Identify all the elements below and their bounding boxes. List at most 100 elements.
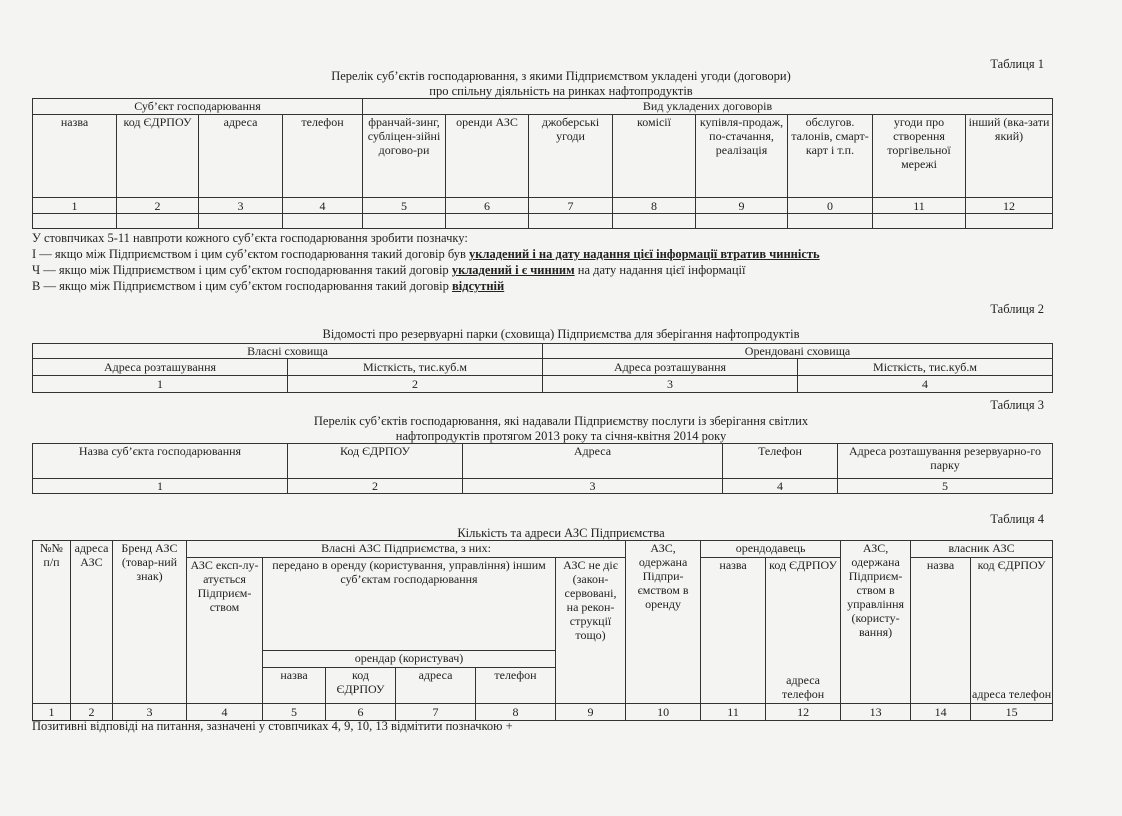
note-ch: Ч — якщо між Підприємством і цим суб’єкт… xyxy=(32,262,746,278)
column-number: 3 xyxy=(462,478,723,494)
column-header: угоди про створення торгівельної мережі xyxy=(872,114,967,198)
empty-cell xyxy=(695,213,789,229)
table3-label: Таблиця 3 xyxy=(990,398,1044,412)
column-number: 8 xyxy=(612,197,697,214)
note-i-bold: укладений і на дату надання цієї інформа… xyxy=(469,247,820,261)
column-number: 11 xyxy=(872,197,967,214)
note-ch-text: Ч — якщо між Підприємством і цим суб’єкт… xyxy=(32,263,452,277)
column-number: 13 xyxy=(840,703,912,721)
column-header: Адреса xyxy=(462,443,723,479)
column-number: 3 xyxy=(198,197,283,214)
table1-label: Таблиця 1 xyxy=(990,57,1044,71)
table3: Назва суб’єкта господарювання Код ЄДРПОУ А… xyxy=(32,443,1053,494)
column-number: 11 xyxy=(700,703,767,721)
table3-title-line1: Перелік суб’єктів господарювання, які на… xyxy=(313,414,809,428)
table4-footnote: Позитивні відповіді на питання, зазначен… xyxy=(32,719,513,733)
group-own-storage: Власні сховища xyxy=(31,343,544,359)
note-v-text: В — якщо між Підприємством і цим суб’єкт… xyxy=(32,279,453,293)
column-number: 6 xyxy=(325,703,396,721)
table2-label: Таблиця 2 xyxy=(990,302,1044,316)
col-managed: АЗС, одержана Підприєм-ством в управлінн… xyxy=(840,540,912,704)
col-owner-code: код ЄДРПОУ адреса телефон xyxy=(970,557,1054,704)
column-number: 4 xyxy=(722,478,838,494)
empty-cell xyxy=(965,213,1054,229)
column-header: адреса xyxy=(395,667,476,704)
column-number: 7 xyxy=(528,197,614,214)
column-header: Адреса розташування xyxy=(542,358,799,376)
column-number: 9 xyxy=(554,703,627,721)
column-number: 4 xyxy=(797,375,1054,393)
column-header: інший (вка-зати який) xyxy=(965,114,1054,198)
empty-cell xyxy=(32,213,117,229)
col-operated: АЗС експ-лу-атується Підприєм-ством xyxy=(186,557,263,704)
column-header: Адреса розташування xyxy=(32,358,288,376)
column-header: Назва суб’єкта господарювання xyxy=(32,443,288,479)
column-header: код ЄДРПОУ xyxy=(116,114,199,198)
col-inactive: АЗС не діє (закон-сервовані, на рекон-ст… xyxy=(554,557,627,704)
col-number: №№ п/п xyxy=(32,540,71,704)
empty-cell xyxy=(198,213,283,229)
table2-title: Відомості про резервуарні парки (сховища… xyxy=(322,327,800,341)
empty-cell xyxy=(445,213,530,229)
lessor-code-label: код ЄДРПОУ xyxy=(769,558,838,572)
column-number: 3 xyxy=(542,375,799,393)
column-number: 7 xyxy=(395,703,476,721)
group-owner: власник АЗС xyxy=(910,540,1054,558)
column-number: 5 xyxy=(262,703,326,721)
table4-label: Таблиця 4 xyxy=(990,512,1044,526)
table1-title-line2: про спільну діяльність на ринках нафтопр… xyxy=(429,84,693,98)
owner-address-label: адреса телефон xyxy=(972,687,1052,701)
table4-title: Кількість та адреси АЗС Підприємства xyxy=(457,526,665,540)
column-number: 1 xyxy=(32,703,71,721)
column-number: 0 xyxy=(787,197,874,214)
column-header: джоберські угоди xyxy=(528,114,614,198)
empty-cell xyxy=(116,213,199,229)
column-number: 9 xyxy=(695,197,789,214)
column-header: назва xyxy=(32,114,117,198)
column-number: 6 xyxy=(445,197,530,214)
col-lessor-code: код ЄДРПОУ адреса телефон xyxy=(765,557,842,704)
column-number: 14 xyxy=(910,703,972,721)
column-header: купівля-продаж, по-стачання, реалізація xyxy=(695,114,789,198)
column-header: телефон xyxy=(281,114,364,198)
table1-title-line1: Перелік суб’єктів господарювання, з яким… xyxy=(331,69,791,83)
column-header: Місткість, тис.куб.м xyxy=(286,358,544,376)
note-v: В — якщо між Підприємством і цим суб’єкт… xyxy=(32,278,504,294)
column-header: Адреса розташування резервуарно-го парку xyxy=(837,443,1053,479)
note-i-text: І — якщо між Підприємством і цим суб’єкт… xyxy=(32,247,470,261)
column-header: оренди АЗС xyxy=(445,114,530,198)
group-tenant: орендар (користувач) xyxy=(262,650,556,668)
note-i: І — якщо між Підприємством і цим суб’єкт… xyxy=(32,246,820,262)
group-subject: Суб’єкт господарювання xyxy=(31,98,364,115)
group-own-stations: Власні АЗС Підприємства, з них: xyxy=(185,540,627,558)
column-number: 12 xyxy=(965,197,1054,214)
column-number: 2 xyxy=(70,703,113,721)
column-number: 2 xyxy=(287,478,463,494)
column-number: 3 xyxy=(112,703,187,721)
column-header: комісії xyxy=(612,114,697,198)
column-number: 2 xyxy=(286,375,544,393)
col-leased-in: АЗС, одержана Підпри-ємством в оренду xyxy=(625,540,702,704)
column-header: Місткість, тис.куб.м xyxy=(797,358,1054,376)
column-header: франчай-зинг, субліцен-зійні догово-ри xyxy=(362,114,447,198)
column-header: телефон xyxy=(475,667,556,704)
owner-code-label: код ЄДРПОУ xyxy=(977,558,1046,572)
note-ch-suffix: на дату надання цієї інформації xyxy=(574,263,746,277)
column-number: 5 xyxy=(837,478,1053,494)
group-lessor: орендодавець xyxy=(700,540,842,558)
group-leased-storage: Орендовані сховища xyxy=(542,343,1054,359)
empty-cell xyxy=(528,213,614,229)
table3-title-line2: нафтопродуктів протягом 2013 року та січ… xyxy=(395,429,727,443)
column-number: 1 xyxy=(32,375,288,393)
column-header: обслугов. талонів, смарт-карт і т.п. xyxy=(787,114,874,198)
column-header: код ЄДРПОУ xyxy=(325,667,396,704)
note-ch-bold: укладений і є чинним xyxy=(451,263,575,277)
lessor-address-label: адреса телефон xyxy=(781,673,825,701)
column-number: 1 xyxy=(32,197,117,214)
group-leased-out: передано в оренду (користування, управлі… xyxy=(262,557,556,651)
table2: Власні сховища Орендовані сховища Адреса … xyxy=(31,343,1054,393)
column-header: Код ЄДРПОУ xyxy=(287,443,463,479)
empty-cell xyxy=(362,213,447,229)
empty-cell xyxy=(612,213,697,229)
empty-cell xyxy=(787,213,874,229)
